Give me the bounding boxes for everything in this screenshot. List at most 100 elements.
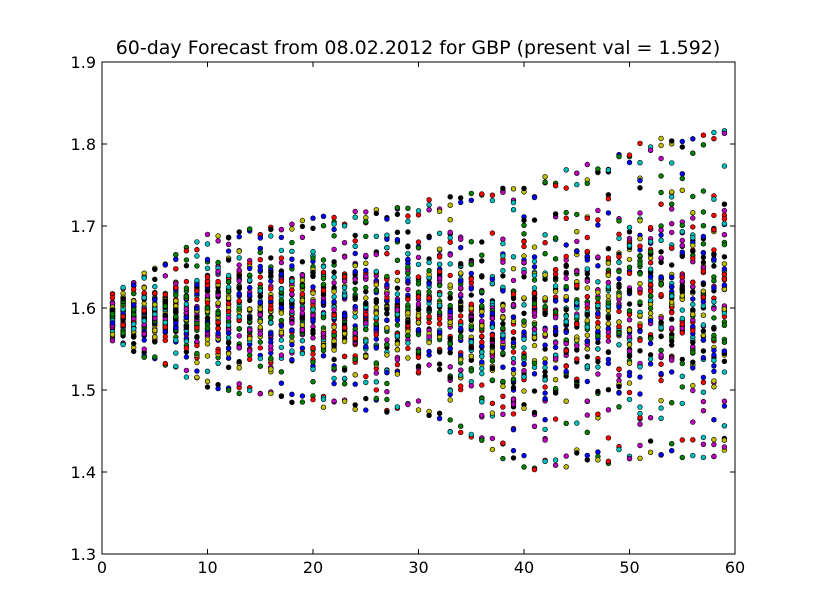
scatter-point — [721, 266, 728, 272]
scatter-point — [647, 335, 654, 342]
scatter-point — [363, 301, 369, 307]
scatter-point — [500, 350, 506, 356]
scatter-point — [278, 393, 285, 399]
scatter-point — [131, 326, 137, 332]
scatter-point — [479, 382, 485, 388]
scatter-point — [647, 305, 654, 311]
scatter-point — [668, 262, 675, 268]
scatter-point — [500, 364, 506, 370]
scatter-point — [679, 286, 685, 293]
scatter-point — [584, 311, 590, 318]
scatter-point — [426, 412, 432, 419]
scatter-point — [331, 356, 337, 363]
scatter-point — [700, 299, 707, 305]
scatter-point — [531, 334, 538, 341]
scatter-point — [626, 159, 633, 166]
scatter-point — [384, 352, 390, 358]
scatter-point — [500, 185, 506, 192]
scatter-point — [531, 360, 538, 366]
scatter-point — [341, 240, 348, 246]
scatter-point — [289, 291, 295, 297]
scatter-point — [394, 269, 401, 276]
scatter-point — [183, 278, 190, 285]
scatter-point — [679, 144, 685, 150]
scatter-point — [510, 427, 517, 433]
scatter-point — [310, 307, 316, 313]
scatter-point — [531, 285, 538, 291]
scatter-point — [173, 314, 179, 320]
scatter-point — [531, 244, 538, 250]
scatter-point — [500, 259, 506, 265]
scatter-point — [584, 378, 590, 385]
scatter-point — [447, 336, 453, 342]
scatter-point — [384, 380, 390, 387]
scatter-point — [479, 412, 485, 419]
scatter-point — [257, 363, 263, 369]
scatter-point — [405, 286, 411, 293]
x-tick-label: 30 — [408, 558, 428, 577]
scatter-point — [173, 320, 179, 326]
scatter-point — [268, 315, 274, 321]
scatter-point — [426, 348, 432, 355]
scatter-point — [690, 255, 696, 262]
scatter-point — [384, 273, 390, 280]
scatter-point — [668, 194, 675, 200]
scatter-point — [563, 215, 569, 222]
scatter-point — [479, 239, 485, 245]
scatter-point — [204, 292, 211, 299]
scatter-point — [668, 284, 675, 290]
scatter-point — [658, 377, 664, 384]
scatter-point — [394, 211, 401, 218]
scatter-point — [574, 268, 580, 274]
scatter-point — [584, 248, 590, 255]
scatter-point — [552, 267, 559, 273]
scatter-point — [278, 344, 285, 351]
scatter-point — [658, 405, 664, 411]
scatter-point — [215, 360, 221, 366]
scatter-point — [331, 288, 337, 295]
scatter-point — [721, 163, 728, 169]
scatter-point — [679, 330, 685, 336]
scatter-point — [415, 289, 422, 295]
scatter-point — [584, 338, 590, 345]
scatter-point — [595, 311, 601, 317]
scatter-point — [679, 187, 685, 194]
scatter-point — [679, 278, 685, 284]
scatter-point — [310, 379, 316, 385]
scatter-point — [394, 361, 401, 368]
scatter-point — [574, 313, 580, 320]
scatter-point — [626, 243, 633, 249]
scatter-point — [721, 241, 728, 248]
scatter-point — [531, 342, 538, 349]
scatter-point — [563, 307, 569, 313]
scatter-point — [384, 306, 390, 312]
scatter-point — [373, 282, 379, 288]
scatter-point — [574, 337, 580, 343]
scatter-point — [458, 318, 464, 325]
scatter-point — [605, 246, 612, 252]
scatter-point — [373, 304, 379, 310]
scatter-point — [331, 342, 337, 349]
scatter-point — [194, 320, 200, 327]
scatter-point — [299, 338, 306, 344]
scatter-point — [479, 258, 485, 264]
scatter-point — [278, 271, 285, 278]
scatter-point — [552, 344, 559, 350]
scatter-point — [668, 400, 675, 406]
scatter-point — [415, 261, 422, 268]
scatter-point — [605, 210, 612, 216]
scatter-point — [384, 311, 390, 317]
scatter-point — [289, 327, 295, 333]
scatter-point — [500, 383, 506, 390]
scatter-point — [647, 224, 654, 231]
scatter-point — [394, 291, 401, 297]
scatter-point — [225, 364, 232, 370]
scatter-point — [489, 365, 496, 371]
scatter-point — [236, 344, 242, 351]
scatter-point — [563, 185, 569, 191]
scatter-point — [173, 266, 179, 272]
scatter-point — [605, 300, 612, 306]
scatter-point — [426, 339, 432, 346]
scatter-point — [173, 307, 179, 313]
scatter-point — [341, 375, 348, 382]
